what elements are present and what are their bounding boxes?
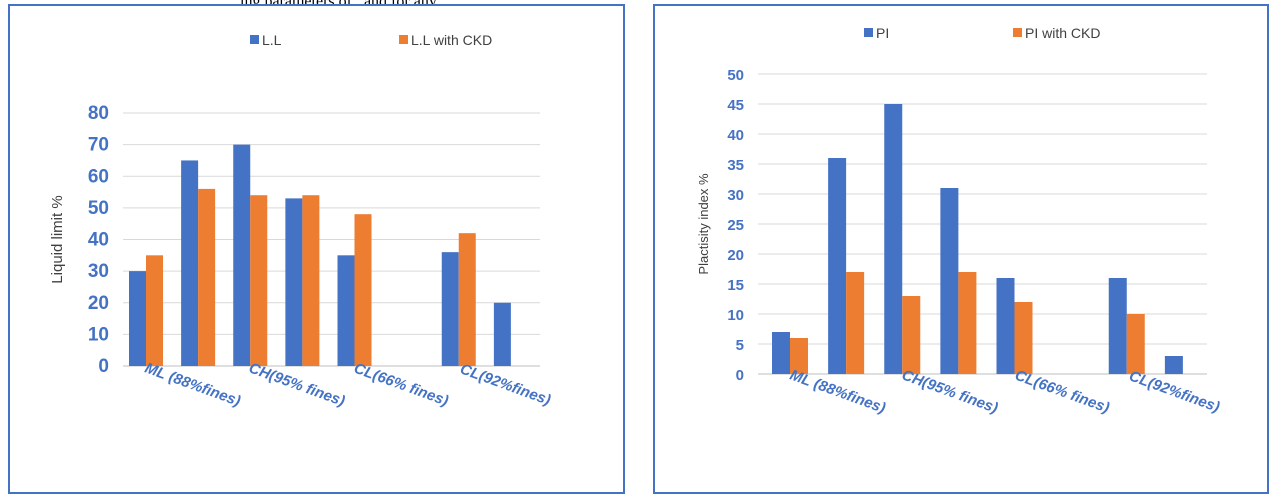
bar-series1 xyxy=(494,303,511,366)
x-tick-label: CH(95% fines) xyxy=(247,360,348,410)
y-tick-label: 60 xyxy=(88,166,109,187)
x-tick-label: CL(92%fines) xyxy=(1127,368,1222,416)
bar-series1 xyxy=(828,158,846,374)
legend-label-series1: PI xyxy=(876,25,889,41)
bar-series2 xyxy=(250,195,267,366)
bar-series2 xyxy=(459,233,476,366)
bar-series2 xyxy=(302,195,319,366)
plasticity-index-chart: 0 5 10 15 20 25 30 35 40 45 50 Plactisity index % ML… xyxy=(653,4,1269,494)
bar-series1 xyxy=(940,188,958,374)
y-tick-label: 30 xyxy=(727,187,744,204)
y-tick-label: 10 xyxy=(88,324,109,345)
bar-series2 xyxy=(1015,302,1033,374)
x-tick-label: CL(92%fines) xyxy=(458,361,553,409)
y-tick-label: 25 xyxy=(727,217,744,234)
bar-series1 xyxy=(442,252,459,366)
y-axis-title: Liquid limit % xyxy=(49,195,66,283)
y-tick-label: 45 xyxy=(727,97,744,114)
y-axis-title: Plactisity index % xyxy=(696,173,711,275)
bar-series1 xyxy=(1165,356,1183,374)
bar-series2 xyxy=(1127,314,1145,374)
legend-swatch-series1 xyxy=(250,35,259,44)
bar-series1 xyxy=(129,271,146,366)
y-tick-label: 30 xyxy=(88,261,109,282)
bar-series1 xyxy=(338,255,355,366)
y-tick-label: 40 xyxy=(88,230,109,251)
bar-series2 xyxy=(902,296,920,374)
liquid-limit-chart-svg: 0 10 20 30 40 50 60 70 80 Liquid limit % ML (88%fi… xyxy=(10,6,627,496)
legend-swatch-series1 xyxy=(864,28,873,37)
x-tick-label: CL(66% fines) xyxy=(352,360,451,410)
legend-label-series2: L.L with CKD xyxy=(411,32,492,48)
bar-series1 xyxy=(1109,278,1127,374)
bar-series2 xyxy=(146,255,163,366)
legend-swatch-series2 xyxy=(399,35,408,44)
y-tick-label: 70 xyxy=(88,135,109,156)
bar-series2 xyxy=(198,189,215,366)
bar-series1 xyxy=(181,160,198,366)
bar-series1 xyxy=(997,278,1015,374)
legend-label-series2: PI with CKD xyxy=(1025,25,1100,41)
y-tick-label: 0 xyxy=(98,356,109,377)
legend-swatch-series2 xyxy=(1013,28,1022,37)
y-tick-label: 0 xyxy=(736,367,744,384)
y-tick-label: 15 xyxy=(727,277,744,294)
liquid-limit-chart: 0 10 20 30 40 50 60 70 80 Liquid limit % ML (88%fi… xyxy=(8,4,625,494)
y-tick-label: 50 xyxy=(727,67,744,84)
y-tick-label: 35 xyxy=(727,157,744,174)
y-tick-label: 5 xyxy=(736,337,744,354)
bar-series1 xyxy=(884,104,902,374)
x-tick-label: ML (88%fines) xyxy=(142,360,242,410)
y-tick-label: 10 xyxy=(727,307,744,324)
y-tick-label: 40 xyxy=(727,127,744,144)
legend-label-series1: L.L xyxy=(262,32,282,48)
bar-series1 xyxy=(285,198,302,366)
y-tick-label: 50 xyxy=(88,198,109,219)
y-tick-label: 20 xyxy=(727,247,744,264)
bar-series1 xyxy=(233,145,250,366)
bar-series2 xyxy=(958,272,976,374)
bar-series2 xyxy=(355,214,372,366)
y-tick-label: 80 xyxy=(88,103,109,124)
bar-series2 xyxy=(846,272,864,374)
y-tick-label: 20 xyxy=(88,293,109,314)
bar-series1 xyxy=(772,332,790,374)
